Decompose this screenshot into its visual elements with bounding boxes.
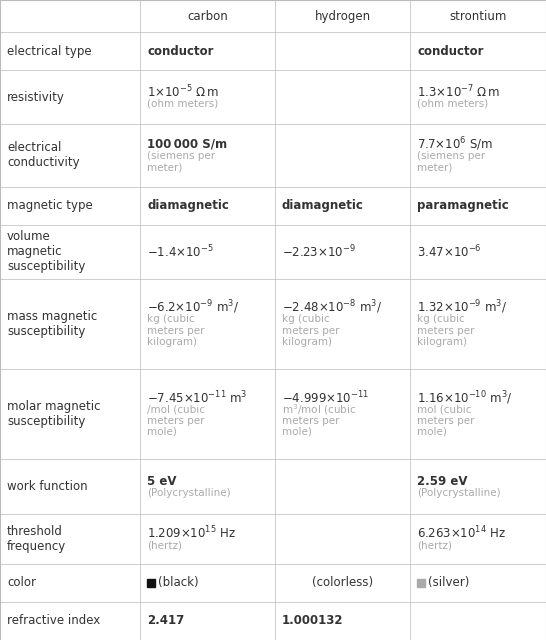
- Text: $-1.4{\times}10^{-5}$: $-1.4{\times}10^{-5}$: [147, 243, 214, 260]
- Text: volume
magnetic
susceptibility: volume magnetic susceptibility: [7, 230, 85, 273]
- Bar: [417, 579, 425, 587]
- Text: mole): mole): [417, 427, 447, 437]
- Text: meters per: meters per: [417, 326, 474, 335]
- Text: $1.32{\times}10^{-9}$ m$^3$/: $1.32{\times}10^{-9}$ m$^3$/: [417, 299, 507, 316]
- Text: 2.59 eV: 2.59 eV: [417, 474, 467, 488]
- Text: $1{\times}10^{-5}$ $\Omega\,$m: $1{\times}10^{-5}$ $\Omega\,$m: [147, 83, 219, 100]
- Text: $6.263{\times}10^{14}$ Hz: $6.263{\times}10^{14}$ Hz: [417, 525, 506, 541]
- Text: mole): mole): [147, 427, 177, 437]
- Text: /mol (cubic: /mol (cubic: [147, 404, 205, 415]
- Text: kilogram): kilogram): [147, 337, 197, 347]
- Text: meters per: meters per: [282, 416, 340, 426]
- Text: $-2.48{\times}10^{-8}$ m$^3$/: $-2.48{\times}10^{-8}$ m$^3$/: [282, 299, 382, 316]
- Text: kg (cubic: kg (cubic: [282, 314, 330, 324]
- Text: $-7.45{\times}10^{-11}$ m$^3$: $-7.45{\times}10^{-11}$ m$^3$: [147, 390, 247, 406]
- Text: meter): meter): [147, 163, 182, 173]
- Text: kg (cubic: kg (cubic: [417, 314, 465, 324]
- Text: kg (cubic: kg (cubic: [147, 314, 195, 324]
- Text: diamagnetic: diamagnetic: [147, 199, 229, 212]
- Text: 1.000132: 1.000132: [282, 614, 343, 627]
- Bar: [147, 579, 155, 587]
- Text: hydrogen: hydrogen: [314, 10, 371, 22]
- Text: $-4.999{\times}10^{-11}$: $-4.999{\times}10^{-11}$: [282, 390, 369, 406]
- Text: $-2.23{\times}10^{-9}$: $-2.23{\times}10^{-9}$: [282, 243, 356, 260]
- Text: meters per: meters per: [417, 416, 474, 426]
- Text: (silver): (silver): [428, 577, 470, 589]
- Text: (ohm meters): (ohm meters): [147, 99, 218, 109]
- Text: meter): meter): [417, 163, 453, 173]
- Text: electrical
conductivity: electrical conductivity: [7, 141, 80, 170]
- Text: conductor: conductor: [147, 45, 213, 58]
- Text: threshold
frequency: threshold frequency: [7, 525, 66, 553]
- Text: $3.47{\times}10^{-6}$: $3.47{\times}10^{-6}$: [417, 243, 482, 260]
- Text: meters per: meters per: [282, 326, 340, 335]
- Text: (ohm meters): (ohm meters): [417, 99, 488, 109]
- Text: refractive index: refractive index: [7, 614, 100, 627]
- Text: $1.16{\times}10^{-10}$ m$^3$/: $1.16{\times}10^{-10}$ m$^3$/: [417, 389, 513, 406]
- Text: mole): mole): [282, 427, 312, 437]
- Text: diamagnetic: diamagnetic: [282, 199, 364, 212]
- Text: strontium: strontium: [449, 10, 507, 22]
- Text: (Polycrystalline): (Polycrystalline): [417, 488, 501, 498]
- Text: resistivity: resistivity: [7, 91, 65, 104]
- Text: 100 000 S/m: 100 000 S/m: [147, 138, 227, 151]
- Text: kilogram): kilogram): [282, 337, 332, 347]
- Text: paramagnetic: paramagnetic: [417, 199, 509, 212]
- Text: 2.417: 2.417: [147, 614, 184, 627]
- Text: (Polycrystalline): (Polycrystalline): [147, 488, 230, 498]
- Text: $7.7{\times}10^{6}$ S/m: $7.7{\times}10^{6}$ S/m: [417, 136, 493, 153]
- Text: carbon: carbon: [187, 10, 228, 22]
- Text: conductor: conductor: [417, 45, 484, 58]
- Text: work function: work function: [7, 480, 87, 493]
- Text: $1.3{\times}10^{-7}$ $\Omega\,$m: $1.3{\times}10^{-7}$ $\Omega\,$m: [417, 83, 500, 100]
- Text: magnetic type: magnetic type: [7, 199, 93, 212]
- Text: $1.209{\times}10^{15}$ Hz: $1.209{\times}10^{15}$ Hz: [147, 525, 236, 541]
- Text: (black): (black): [158, 577, 199, 589]
- Text: (siemens per: (siemens per: [147, 152, 215, 161]
- Text: $-6.2{\times}10^{-9}$ m$^3$/: $-6.2{\times}10^{-9}$ m$^3$/: [147, 299, 239, 316]
- Text: m$^3$/mol (cubic: m$^3$/mol (cubic: [282, 403, 356, 417]
- Text: 5 eV: 5 eV: [147, 474, 176, 488]
- Text: molar magnetic
susceptibility: molar magnetic susceptibility: [7, 400, 100, 428]
- Text: (siemens per: (siemens per: [417, 152, 485, 161]
- Text: kilogram): kilogram): [417, 337, 467, 347]
- Text: electrical type: electrical type: [7, 45, 92, 58]
- Text: mol (cubic: mol (cubic: [417, 404, 472, 415]
- Text: (colorless): (colorless): [312, 577, 373, 589]
- Text: (hertz): (hertz): [147, 540, 182, 550]
- Text: mass magnetic
susceptibility: mass magnetic susceptibility: [7, 310, 97, 338]
- Text: meters per: meters per: [147, 416, 205, 426]
- Text: (hertz): (hertz): [417, 540, 452, 550]
- Text: color: color: [7, 577, 36, 589]
- Text: meters per: meters per: [147, 326, 205, 335]
